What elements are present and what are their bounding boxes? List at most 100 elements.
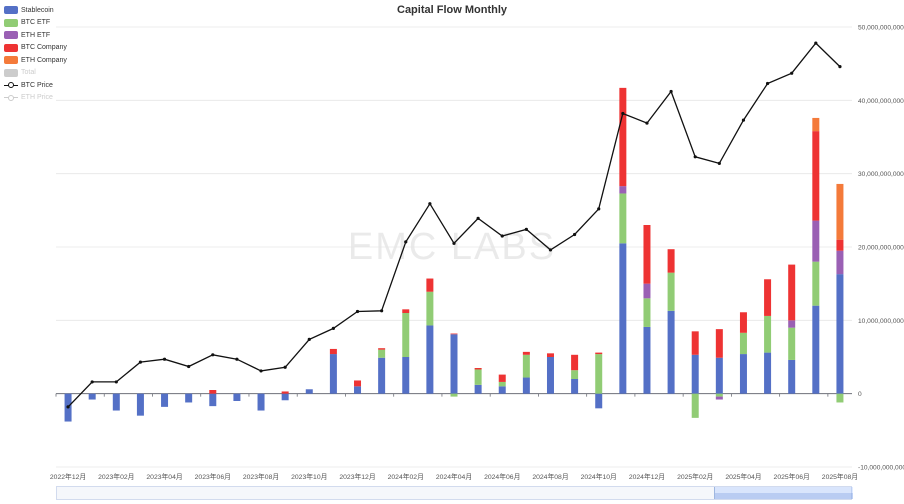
legend-item[interactable]: ETH Company: [4, 54, 67, 67]
bar-stablecoin: [498, 386, 506, 394]
bar-btc-company: [739, 312, 747, 333]
bar-btc-etf: [498, 381, 506, 387]
bar-stablecoin: [667, 310, 675, 394]
bar-btc-etf: [619, 193, 627, 244]
bar-btc-company: [450, 333, 458, 335]
data-zoom-selection[interactable]: [714, 487, 853, 499]
bar-stablecoin: [281, 393, 289, 401]
bar-btc-company: [498, 374, 506, 382]
point-btc-price: [307, 337, 311, 341]
bar-stablecoin: [546, 357, 554, 394]
legend-swatch: [4, 81, 18, 89]
bar-stablecoin: [305, 389, 313, 394]
bar-btc-company: [474, 368, 482, 370]
point-btc-price: [524, 227, 528, 231]
point-btc-price: [283, 365, 287, 369]
y-tick-label: 40,000,000,000: [858, 98, 904, 105]
bar-stablecoin: [715, 357, 723, 394]
legend-item[interactable]: Stablecoin: [4, 4, 67, 17]
legend-swatch: [4, 43, 18, 52]
legend-label: BTC Price: [21, 81, 53, 89]
bar-stablecoin: [185, 393, 193, 403]
point-btc-price: [741, 118, 746, 122]
legend-label: Total: [21, 69, 36, 77]
bar-btc-company: [691, 331, 699, 355]
bar-stablecoin: [522, 377, 530, 394]
x-tick-label: 2023年12月: [339, 472, 375, 481]
point-btc-price: [838, 65, 842, 69]
bar-btc-etf: [450, 393, 458, 397]
bar-btc-company: [281, 391, 289, 394]
x-tick-label: 2025年04月: [725, 472, 761, 481]
bar-stablecoin: [329, 354, 337, 394]
bar-btc-company: [426, 278, 434, 292]
legend-item[interactable]: BTC Price: [4, 79, 67, 92]
x-tick-label: 2023年06月: [195, 472, 231, 481]
point-btc-price: [162, 357, 167, 361]
x-tick-label: 2023年04月: [146, 472, 182, 481]
point-btc-price: [66, 405, 70, 409]
bar-eth-company: [836, 183, 844, 240]
point-btc-price: [452, 241, 456, 245]
legend-item[interactable]: BTC Company: [4, 42, 67, 55]
bar-btc-etf: [812, 261, 820, 306]
bar-btc-etf: [522, 354, 530, 378]
legend-item[interactable]: Total: [4, 67, 67, 80]
point-btc-price: [476, 216, 480, 220]
y-tick-label: 0: [858, 391, 862, 398]
point-btc-price: [428, 202, 432, 206]
bar-btc-etf: [788, 327, 796, 360]
legend-item[interactable]: ETH Price: [4, 92, 67, 105]
bar-btc-etf: [402, 313, 410, 357]
bar-stablecoin: [739, 354, 747, 394]
x-tick-label: 2024年02月: [388, 472, 424, 481]
bar-stablecoin: [402, 357, 410, 394]
x-tick-label: 2023年02月: [98, 472, 134, 481]
bar-btc-etf: [426, 291, 434, 326]
point-btc-price: [138, 360, 143, 364]
bar-stablecoin: [812, 305, 820, 394]
bar-stablecoin: [426, 325, 434, 394]
bar-stablecoin: [474, 384, 482, 394]
point-btc-price: [717, 161, 721, 165]
y-tick-label: -10,000,000,000: [858, 465, 904, 472]
bar-stablecoin: [112, 393, 120, 411]
bar-stablecoin: [571, 379, 579, 394]
bar-btc-etf: [764, 315, 772, 353]
x-tick-label: 2023年10月: [291, 472, 327, 481]
bar-btc-company: [812, 131, 820, 221]
y-tick-label: 30,000,000,000: [858, 171, 904, 178]
point-btc-price: [597, 207, 601, 211]
legend-swatch: [4, 31, 18, 40]
bar-btc-etf: [474, 369, 482, 385]
y-tick-label: 20,000,000,000: [858, 245, 904, 252]
legend-label: ETH Price: [21, 94, 53, 102]
bar-stablecoin: [161, 393, 169, 407]
bar-btc-etf: [378, 349, 386, 358]
point-btc-price: [90, 380, 94, 384]
data-zoom-slider[interactable]: [56, 486, 853, 500]
bar-stablecoin: [788, 359, 796, 394]
bar-stablecoin: [354, 386, 362, 394]
y-tick-label: 50,000,000,000: [858, 25, 904, 32]
bar-stablecoin: [595, 393, 603, 409]
point-btc-price: [500, 234, 504, 238]
chart-title: Capital Flow Monthly: [397, 4, 507, 16]
legend-swatch: [4, 18, 18, 27]
point-btc-price: [790, 71, 794, 75]
bar-btc-company: [595, 352, 603, 355]
point-btc-price: [814, 41, 818, 45]
x-tick-label: 2025年08月: [822, 472, 858, 481]
bar-eth-etf: [715, 396, 723, 400]
legend-swatch: [4, 56, 18, 65]
point-btc-price: [573, 232, 577, 237]
bar-btc-etf: [739, 332, 747, 355]
point-btc-price: [235, 357, 239, 361]
legend-item[interactable]: BTC ETF: [4, 17, 67, 30]
bar-btc-company: [643, 225, 651, 284]
point-btc-price: [669, 89, 673, 94]
bar-btc-etf: [715, 393, 723, 397]
bar-btc-company: [209, 390, 217, 394]
legend-item[interactable]: ETH ETF: [4, 29, 67, 42]
